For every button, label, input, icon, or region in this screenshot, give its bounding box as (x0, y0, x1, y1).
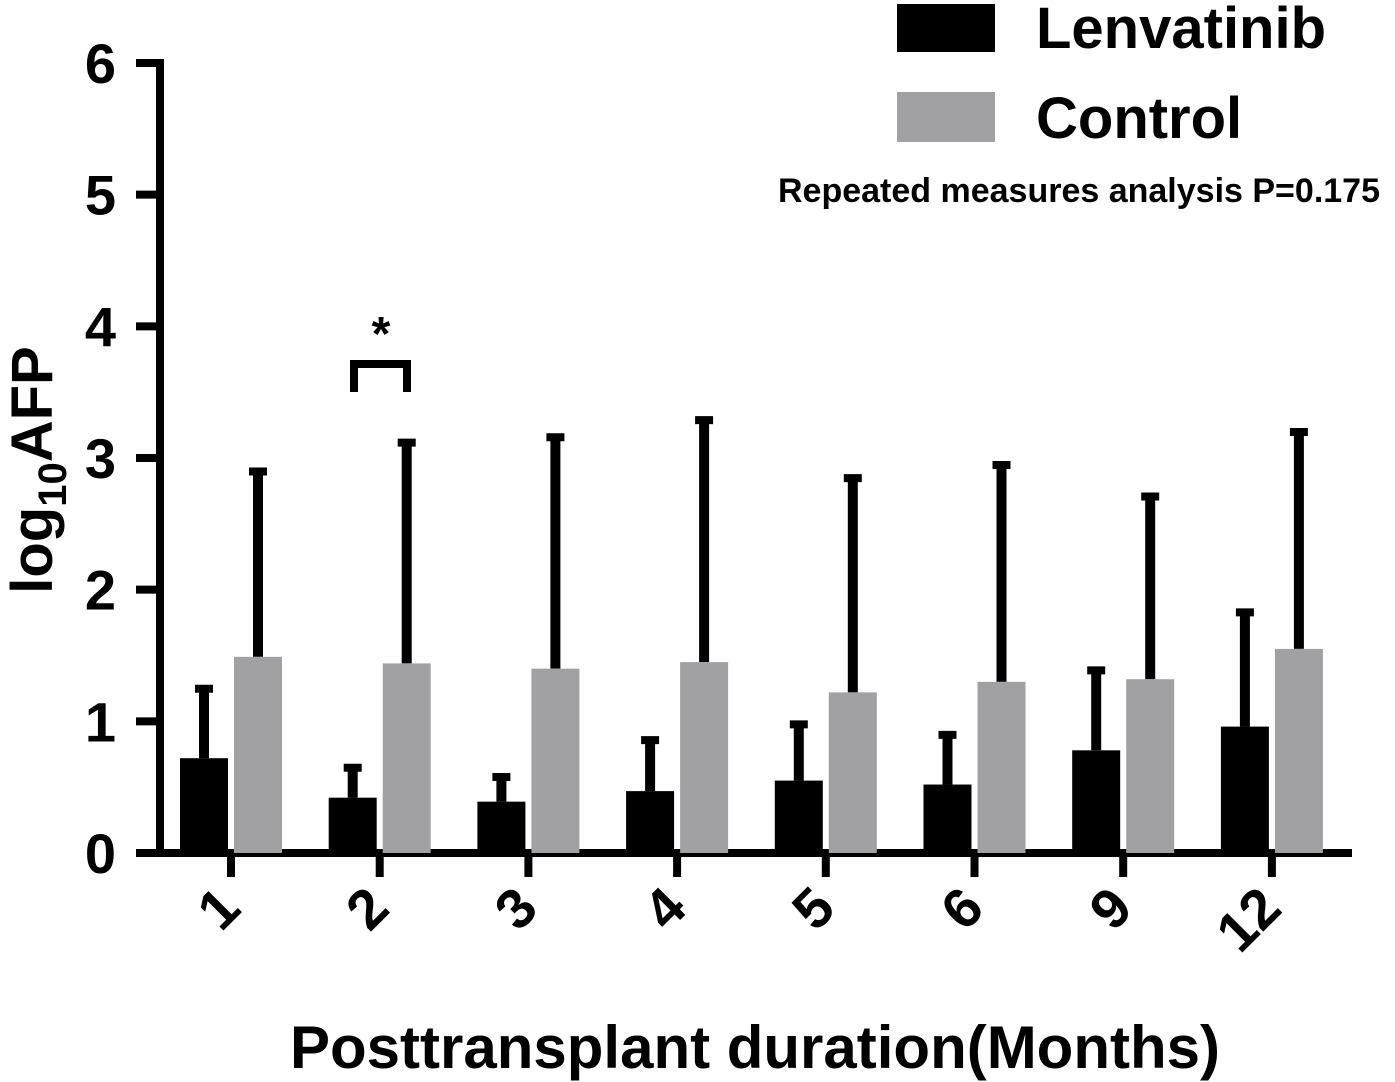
x-tick-label: 5 (780, 875, 847, 942)
bar-control (977, 681, 1026, 853)
bar-lenvatinib (1072, 750, 1121, 853)
bar-lenvatinib (626, 791, 675, 853)
x-tick-labels: 1 2 3 4 5 6 9 12 (185, 875, 1292, 964)
bar-control (382, 663, 431, 853)
legend-label-control: Control (1036, 86, 1242, 151)
bar-control (680, 662, 729, 853)
bars (180, 416, 1323, 853)
x-tick-label: 1 (185, 875, 252, 942)
y-tick-label: 6 (85, 32, 116, 95)
x-tick-label: 6 (928, 875, 995, 942)
x-axis-label: Posttransplant duration(Months) (290, 1014, 1220, 1081)
bar-lenvatinib (774, 780, 823, 853)
x-tick-label: 9 (1077, 875, 1144, 942)
legend: Lenvatinib Control (897, 0, 1326, 151)
y-axis-label-base: log (0, 507, 65, 594)
legend-label-lenvatinib: Lenvatinib (1036, 0, 1326, 61)
bar-control (234, 656, 282, 853)
y-axis-label-main: AFP (0, 346, 65, 462)
y-tick-label: 3 (85, 427, 116, 490)
bar-lenvatinib (923, 784, 972, 853)
bar-lenvatinib (180, 758, 228, 853)
y-tick-label: 0 (85, 822, 116, 885)
x-tick-label: 3 (482, 875, 549, 942)
significance-marker: * (350, 308, 411, 392)
y-tick-label: 1 (85, 690, 116, 753)
legend-swatch-control (897, 92, 995, 142)
bar-control (1126, 679, 1175, 853)
x-tick-label: 2 (334, 875, 401, 942)
bar-lenvatinib (328, 797, 377, 853)
y-tick-label: 4 (85, 295, 116, 358)
y-tick-label: 5 (85, 164, 116, 227)
significance-star: * (372, 308, 391, 361)
p-value-annotation: Repeated measures analysis P=0.175 (778, 172, 1380, 210)
x-tick-label: 4 (631, 875, 698, 942)
legend-swatch-lenvatinib (897, 4, 995, 52)
y-tick-label: 2 (85, 559, 116, 622)
bar-lenvatinib (477, 801, 526, 853)
x-tick-label: 12 (1204, 875, 1293, 964)
significance-bracket (350, 360, 411, 392)
y-axis-label: log10AFP (0, 346, 75, 593)
bar-control (531, 668, 580, 853)
bar-lenvatinib (1220, 726, 1269, 853)
bar-control (1274, 648, 1323, 853)
bar-control (828, 692, 877, 853)
y-axis-label-subscript: 10 (31, 462, 75, 507)
